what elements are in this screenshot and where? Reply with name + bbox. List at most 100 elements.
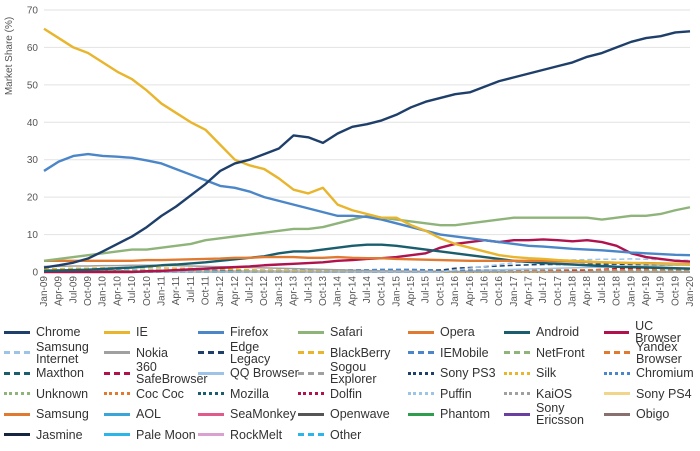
x-tick-label: Apr-11: [171, 276, 182, 306]
x-tick-label: Jan-18: [568, 276, 579, 307]
legend-label: Samsung Internet: [36, 339, 89, 366]
x-tick-label: Apr-18: [582, 276, 593, 306]
legend-item: Unknown: [4, 384, 88, 404]
legend-swatch: [104, 392, 130, 395]
legend-item: Silk: [504, 363, 556, 383]
y-tick-label: 30: [27, 155, 39, 166]
x-tick-label: Oct-11: [201, 276, 212, 306]
legend-label: Dolfin: [330, 386, 362, 401]
legend-label: IE: [136, 325, 148, 339]
legend-item: KaiOS: [504, 384, 572, 404]
legend-label: Nokia: [136, 345, 168, 360]
legend-label: Jasmine: [36, 427, 83, 442]
x-tick-label: Jul-16: [479, 276, 490, 304]
legend-label: Opera: [440, 325, 475, 339]
legend-label: Edge Legacy: [230, 339, 271, 366]
legend-item: Safari: [298, 322, 363, 342]
legend-label: KaiOS: [536, 386, 573, 401]
legend-label: NetFront: [536, 345, 585, 360]
legend-item: Other: [298, 425, 361, 445]
legend-label: 360 SafeBrowser: [136, 360, 208, 386]
legend-label: Yandex Browser: [636, 339, 682, 366]
legend-swatch: [298, 433, 324, 436]
x-tick-label: Apr-19: [641, 276, 652, 306]
legend-item: Sony Ericsson: [504, 401, 584, 427]
legend-swatch: [298, 371, 324, 375]
legend-swatch: [408, 351, 434, 354]
x-tick-label: Oct-15: [435, 276, 446, 306]
x-tick-label: Apr-16: [465, 276, 476, 306]
x-tick-label: Oct-14: [377, 276, 388, 306]
legend-item: Sony PS3: [408, 363, 496, 383]
legend-swatch: [104, 412, 130, 416]
legend-item: Pale Moon: [104, 425, 196, 445]
legend-item: Openwave: [298, 404, 390, 424]
market-share-line-chart: 0 10 20 30 40 50 60 70 Market Share (%) Jan-09 A…: [4, 6, 696, 307]
x-axis-ticks: Jan-09 Apr-09 Jul-09 Oct-09 Jan-10 Apr-10 Jul-…: [39, 276, 696, 307]
x-tick-label: Jan-14: [333, 276, 344, 307]
legend-item: SeaMonkey: [198, 404, 296, 424]
legend-item: Obigo: [604, 404, 669, 424]
legend-swatch: [4, 392, 30, 395]
legend-label: Sony PS3: [440, 366, 496, 380]
x-tick-label: Jan-19: [626, 276, 637, 307]
series-line-opera: [44, 255, 691, 266]
x-tick-label: Oct-09: [83, 276, 94, 306]
legend-swatch: [408, 330, 434, 334]
legend-label: Phantom: [440, 407, 491, 421]
legend-label: UC Browser: [635, 319, 681, 345]
legend-item: Chrome: [4, 322, 80, 342]
x-tick-label: Apr-17: [524, 276, 535, 306]
y-tick-label: 50: [27, 80, 39, 91]
legend-item: Mozilla: [198, 384, 269, 404]
legend-item: Firefox: [198, 322, 268, 342]
legend-label: Chromium: [636, 366, 694, 380]
legend-label: QQ Browser: [230, 366, 299, 380]
y-tick-label: 60: [27, 43, 39, 54]
legend-swatch: [4, 371, 30, 375]
legend-swatch: [4, 433, 30, 436]
legend-swatch: [104, 433, 130, 436]
legend-item: Dolfin: [298, 384, 362, 404]
legend-swatch: [604, 351, 630, 354]
legend-item: Phantom: [408, 404, 490, 424]
legend-label: Puffin: [440, 386, 472, 401]
x-tick-label: Apr-15: [406, 276, 417, 306]
legend-item: RockMelt: [198, 425, 282, 445]
legend-label: Mozilla: [230, 386, 269, 401]
x-tick-label: Jan-12: [215, 276, 226, 307]
x-tick-label: Jan-13: [274, 276, 285, 307]
legend-label: Silk: [536, 366, 557, 380]
x-tick-label: Jan-09: [39, 276, 50, 307]
legend-swatch: [504, 371, 530, 375]
legend-swatch: [604, 392, 630, 395]
legend-item: Coc Coc: [104, 384, 184, 404]
legend-label: Obigo: [636, 407, 670, 421]
legend-label: BlackBerry: [330, 345, 391, 360]
y-axis-label: Market Share (%): [4, 17, 15, 95]
legend-item: Sogou Explorer: [298, 360, 377, 386]
legend-item: Samsung: [4, 404, 89, 424]
legend-label: Sony Ericsson: [536, 401, 584, 427]
x-tick-label: Jan-20: [685, 276, 696, 307]
x-tick-label: Apr-09: [54, 276, 65, 306]
legend-item: Chromium: [604, 363, 694, 383]
legend-item: Opera: [408, 322, 475, 342]
legend-label: Safari: [330, 325, 363, 339]
legend-swatch: [298, 392, 324, 395]
legend-label: Sogou Explorer: [330, 360, 377, 386]
legend-label: Android: [536, 325, 580, 339]
x-tick-label: Jul-19: [656, 276, 667, 304]
legend-swatch: [504, 351, 530, 354]
legend-label: RockMelt: [230, 427, 283, 442]
y-tick-label: 0: [32, 268, 38, 279]
legend-item: NetFront: [504, 343, 585, 363]
legend-label: Unknown: [36, 386, 89, 401]
legend-item: IE: [104, 322, 148, 342]
legend-item: Puffin: [408, 384, 472, 404]
legend-item: Yandex Browser: [604, 339, 682, 366]
legend-swatch: [504, 412, 530, 416]
legend-label: Coc Coc: [136, 386, 184, 401]
x-tick-label: Jul-14: [362, 276, 373, 304]
series-line-firefox: [43, 152, 691, 257]
